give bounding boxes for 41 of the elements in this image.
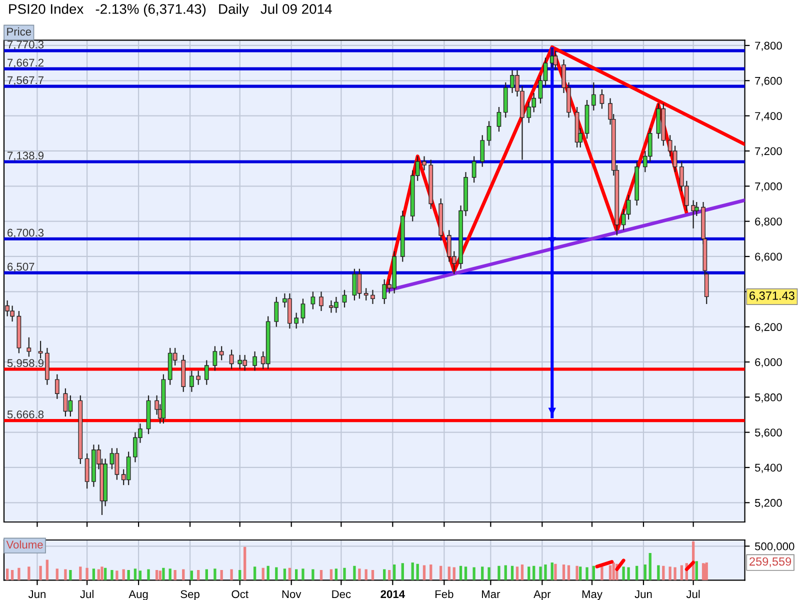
- y-tick-label: 5,400: [754, 464, 782, 473]
- x-tick-label: Jul: [686, 590, 700, 598]
- x-tick-label: Dec: [332, 590, 351, 598]
- x-tick-label: Oct: [232, 590, 248, 598]
- y-tick-label: 7,600: [755, 76, 782, 86]
- y-tick-label: 7,400: [755, 112, 782, 122]
- y-tick-label: 5,600: [754, 428, 782, 438]
- y-tick-label: 6,800: [755, 218, 782, 227]
- y-tick-label: 6,200: [755, 323, 782, 332]
- x-tick-label: Jul: [80, 590, 94, 598]
- ref-line-label: 6,700.3: [8, 228, 44, 238]
- x-tick-label: Jun: [634, 590, 652, 598]
- annotation: Volume: [6, 540, 43, 549]
- x-tick-label: Aug: [128, 590, 148, 600]
- x-tick-label: Sep: [180, 590, 200, 600]
- y-tick-label: 7,000: [755, 182, 782, 192]
- x-tick-label: Jun: [28, 590, 46, 598]
- y-tick-label: 6,000: [755, 358, 782, 368]
- chart-title: PSI20 Index -2.13% (6,371.43) Daily Jul 09 2014: [9, 4, 332, 17]
- text: Price: [7, 27, 32, 36]
- x-tick-label: Feb: [436, 590, 454, 598]
- y-tick-label: 5,800: [754, 393, 782, 403]
- ref-line-label: 5,666.8: [7, 410, 44, 420]
- text: 6,371.43: [750, 291, 794, 302]
- ref-line-label: 7,770.3: [8, 40, 44, 50]
- y-tick-label: 7,200: [755, 147, 782, 156]
- x-tick-label: Mar: [482, 590, 500, 598]
- y-tick-label: 7,800: [755, 42, 782, 51]
- ref-line-label: 7,138.9: [8, 152, 44, 161]
- text: 259,559: [750, 557, 792, 568]
- x-tick-label: Apr: [534, 590, 551, 600]
- y-tick-label: 6,600: [755, 252, 782, 262]
- x-tick-label: May: [582, 590, 602, 600]
- ref-line-label: 7,667.2: [8, 58, 44, 68]
- ref-line-label: 7,567.7: [8, 76, 44, 86]
- x-tick-label: Nov: [282, 590, 302, 598]
- y-tick-label: 500,000: [754, 542, 794, 552]
- y-tick-label: 5,200: [754, 498, 782, 508]
- ref-line-label: 6,507: [8, 262, 34, 272]
- ref-line-label: 5,958.9: [7, 359, 44, 368]
- x-tick-label: 2014: [380, 590, 405, 598]
